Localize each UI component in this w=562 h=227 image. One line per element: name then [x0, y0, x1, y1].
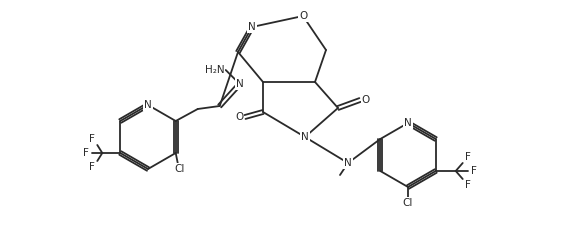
- Text: N: N: [301, 132, 309, 142]
- Text: F: F: [89, 134, 95, 144]
- Text: N: N: [344, 158, 352, 168]
- Text: F: F: [465, 180, 470, 190]
- Text: F: F: [89, 162, 95, 172]
- Text: N: N: [404, 118, 412, 128]
- Text: O: O: [299, 11, 307, 21]
- Text: N: N: [236, 79, 243, 89]
- Text: O: O: [235, 112, 243, 122]
- Text: F: F: [465, 152, 470, 162]
- Text: N: N: [248, 22, 256, 32]
- Text: O: O: [362, 95, 370, 105]
- Text: F: F: [83, 148, 89, 158]
- Text: Cl: Cl: [403, 198, 413, 208]
- Text: F: F: [471, 166, 477, 176]
- Text: H₂N: H₂N: [205, 65, 225, 75]
- Text: N: N: [144, 100, 152, 110]
- Text: Cl: Cl: [175, 164, 185, 174]
